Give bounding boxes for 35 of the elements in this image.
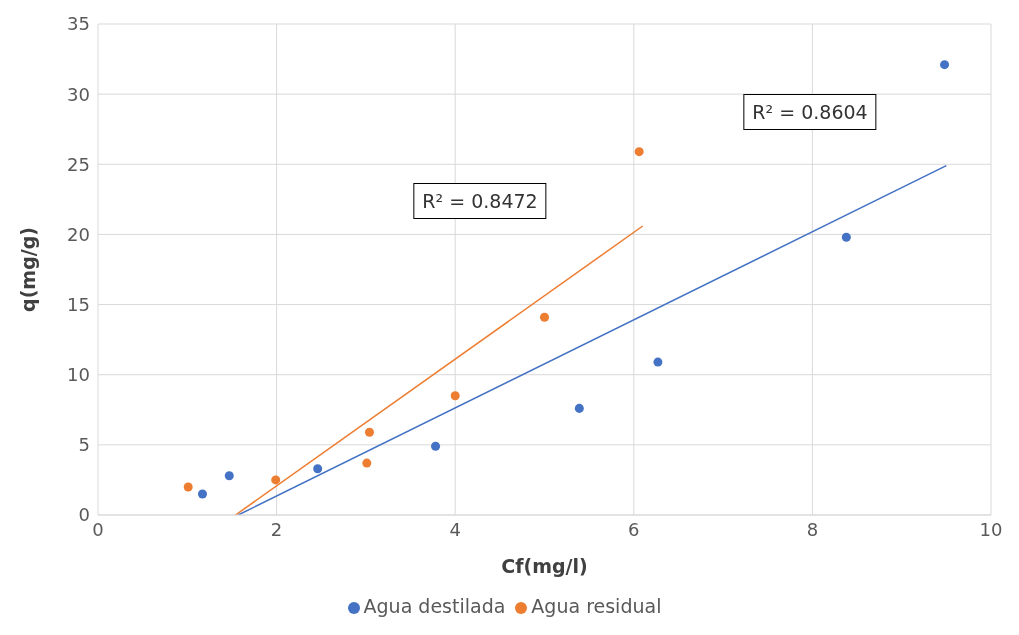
point: [539, 312, 550, 322]
y-tick-label: 35: [67, 13, 90, 35]
y-tick-label: 5: [78, 434, 90, 456]
legend-label: Agua residual: [531, 595, 662, 617]
point: [364, 427, 374, 437]
y-tick-label: 0: [78, 504, 90, 526]
point: [313, 464, 323, 474]
x-tick-label: 2: [270, 518, 283, 540]
point: [574, 403, 584, 413]
point: [450, 391, 460, 401]
y-tick-label: 10: [67, 364, 90, 386]
point: [653, 357, 663, 367]
x-tick-label: 4: [449, 518, 461, 540]
y-tick-label: 30: [67, 83, 90, 105]
x-axis-title: Cf(mg/l): [501, 555, 588, 577]
legend-label: Agua destilada: [363, 595, 506, 617]
y-axis-title: q(mg/g): [16, 227, 39, 312]
annotation: R² = 0.8472: [413, 183, 547, 219]
x-tick-label: 0: [92, 518, 104, 540]
point: [841, 232, 851, 242]
point: [940, 60, 950, 70]
point: [224, 471, 234, 481]
x-tick-label: 6: [628, 518, 640, 540]
y-tick-label: 15: [67, 293, 90, 315]
point: [271, 475, 281, 485]
y-tick-label: 25: [67, 153, 90, 175]
annotation: R² = 0.8604: [743, 94, 877, 130]
point: [431, 441, 441, 451]
point: [197, 489, 207, 499]
x-tick-label: 10: [979, 518, 1003, 540]
y-tick-label: 20: [67, 223, 90, 245]
point: [183, 482, 193, 492]
point: [634, 147, 644, 157]
point: [362, 458, 372, 468]
x-tick-label: 8: [806, 518, 819, 540]
